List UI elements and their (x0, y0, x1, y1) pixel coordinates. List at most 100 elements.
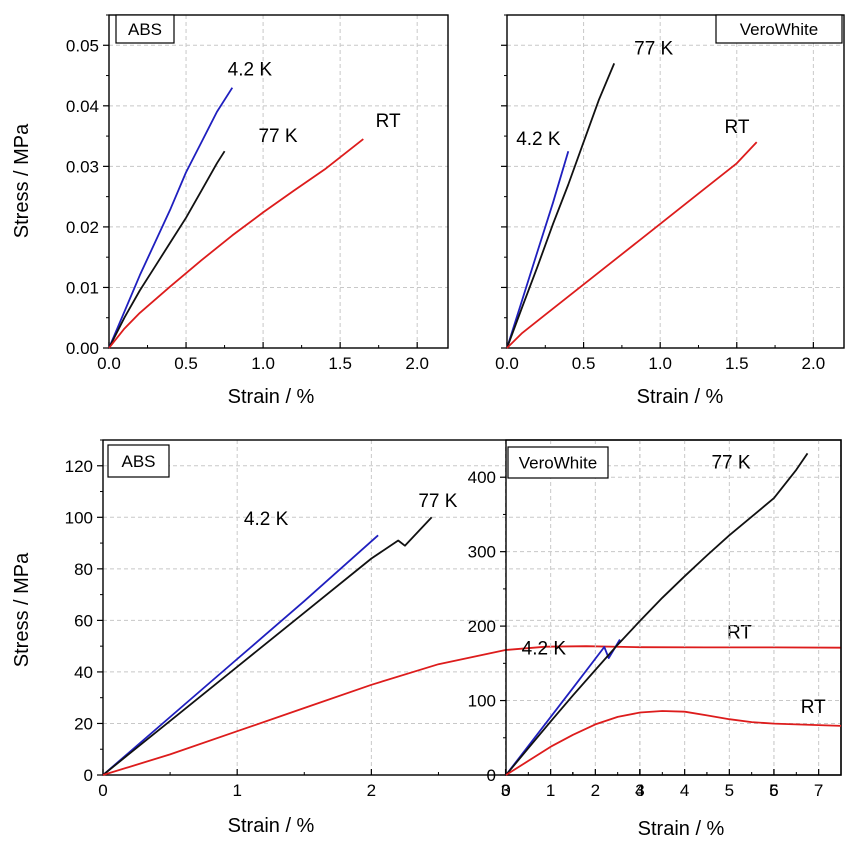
x-axis-title: Strain / % (228, 386, 315, 408)
y-tick-label: 0.05 (66, 36, 99, 55)
curve-label: 77 K (711, 452, 750, 473)
series-line-rt (108, 138, 364, 349)
x-tick-label: 4 (635, 781, 644, 800)
curve-labels: 4.2 K 77 K RT (228, 60, 401, 148)
x-tick-label: 0.5 (572, 354, 596, 373)
curve-labels: 4.2 K 77 K RT (244, 491, 752, 643)
panel-label-frame (507, 446, 609, 479)
grid-lines (507, 15, 844, 348)
data-series (506, 63, 758, 349)
x-tick-label: 1 (546, 781, 555, 800)
x-tick-label: 5 (769, 781, 778, 800)
panel-label: ABS (128, 20, 162, 39)
x-tick-label: 0 (501, 781, 510, 800)
x-axis-title: Strain / % (637, 386, 724, 408)
panel-label-box: VeroWhite (715, 14, 843, 44)
x-tick-label: 2.0 (405, 354, 429, 373)
plot-frame (506, 14, 845, 349)
series-line-77-k (505, 452, 809, 776)
y-tick-label: 20 (74, 714, 93, 733)
panel-label: VeroWhite (519, 454, 597, 473)
curve-label: 4.2 K (516, 129, 561, 150)
y-tick-label: 0.01 (66, 278, 99, 297)
panel-label-frame (107, 444, 170, 478)
axis-ticks (500, 439, 820, 776)
x-tick-label: 2 (591, 781, 600, 800)
y-tick-label: 0 (487, 766, 496, 785)
curve-label: RT (376, 111, 401, 132)
y-tick-label: 120 (65, 457, 93, 476)
x-tick-label: 6 (769, 781, 778, 800)
series-line-4-2-k (505, 639, 621, 776)
panel-top-right: 0.0 0.5 1.0 1.5 2.0 77 K 4.2 K RT VeroWhite St… (495, 14, 845, 408)
x-axis-title: Strain / % (228, 815, 315, 837)
x-tick-label: 0.5 (174, 354, 198, 373)
y-axis-title: Stress / MPa (11, 123, 33, 238)
series-line-4-2-k (506, 150, 570, 349)
panel-label-box: VeroWhite (507, 446, 609, 479)
x-tick-label: 2 (367, 781, 376, 800)
curve-label: 4.2 K (228, 60, 273, 81)
x-tick-label: 0.0 (495, 354, 519, 373)
y-tick-label: 100 (468, 692, 496, 711)
y-tick-label: 400 (468, 468, 496, 487)
curve-label: 4.2 K (522, 638, 567, 659)
x-tick-label: 7 (814, 781, 823, 800)
curve-label: 4.2 K (244, 509, 289, 530)
series-line-rt (506, 141, 758, 349)
y-tick-label: 0.03 (66, 157, 99, 176)
panel-label-frame (715, 14, 843, 44)
x-tick-label: 0.0 (97, 354, 121, 373)
x-tick-label: 3 (635, 781, 644, 800)
curve-label: RT (725, 117, 750, 138)
y-axis-title: Stress / MPa (11, 552, 33, 667)
series-line-77-k (102, 516, 433, 776)
panel-label: ABS (121, 452, 155, 471)
axis-tick-labels: 0.0 0.5 1.0 1.5 2.0 (495, 354, 825, 373)
y-tick-label: 0.04 (66, 97, 99, 116)
panel-label-box: ABS (115, 14, 175, 44)
curve-label: 77 K (634, 38, 673, 59)
y-tick-label: 300 (468, 543, 496, 562)
y-tick-label: 0.02 (66, 218, 99, 237)
panel-label: VeroWhite (740, 20, 818, 39)
axis-tick-labels: 0.0 0.5 1.0 1.5 2.0 0.00 0.01 0.02 0.03 0.04 0.05 (66, 36, 429, 373)
panel-label-box: ABS (107, 444, 170, 478)
data-series (108, 87, 364, 349)
series-line-rt (102, 645, 842, 776)
series-line-rt (505, 710, 842, 776)
y-tick-label: 60 (74, 611, 93, 630)
x-tick-label: 1.5 (328, 354, 352, 373)
curve-label: RT (727, 622, 752, 643)
plot-frame (102, 439, 842, 776)
curve-label: 77 K (258, 126, 297, 147)
curve-label: 77 K (418, 491, 457, 512)
curve-labels: 77 K 4.2 K RT (516, 38, 750, 150)
x-tick-label: 1.0 (251, 354, 275, 373)
panel-top-left: 0.0 0.5 1.0 1.5 2.00.000.010.020.030.040.05 … (11, 14, 449, 408)
series-line-77-k (108, 150, 226, 349)
x-tick-label: 3 (501, 781, 510, 800)
data-series (505, 452, 842, 776)
y-tick-label: 0 (84, 766, 93, 785)
x-tick-label: 0 (98, 781, 107, 800)
y-tick-label: 40 (74, 663, 93, 682)
y-tick-label: 0.00 (66, 339, 99, 358)
x-tick-label: 5 (725, 781, 734, 800)
series-line-4-2-k (108, 87, 234, 349)
grid-lines (109, 15, 448, 348)
curve-labels: 77 K 4.2 K RT (522, 452, 827, 718)
panel-label-frame (115, 14, 175, 44)
x-axis-title: Strain / % (638, 818, 725, 840)
x-tick-label: 4 (680, 781, 689, 800)
series-line-4-2-k (102, 534, 379, 776)
x-tick-label: 1.0 (648, 354, 672, 373)
x-tick-label: 1 (232, 781, 241, 800)
plot-frame (505, 439, 842, 776)
y-tick-label: 80 (74, 560, 93, 579)
curve-label: RT (801, 697, 826, 718)
